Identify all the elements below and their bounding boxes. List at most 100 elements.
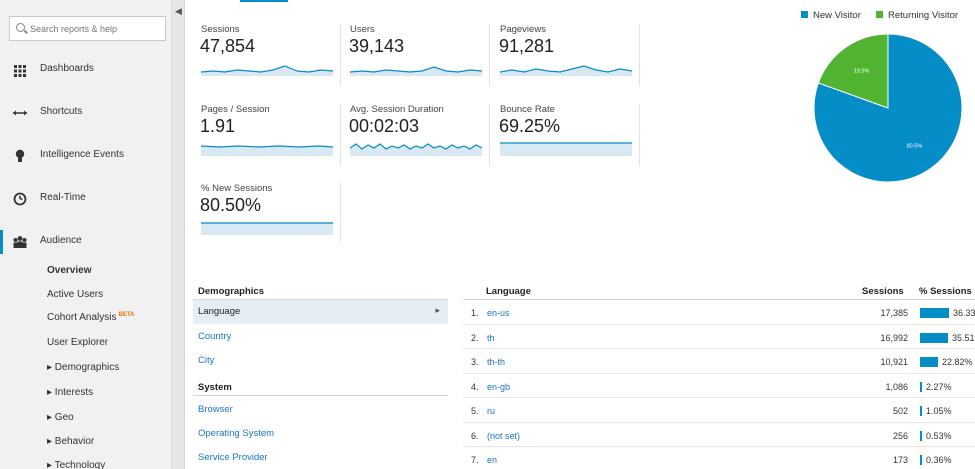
- sidebar-item-intelligence-events[interactable]: Intelligence Events: [0, 143, 172, 169]
- language-column-header[interactable]: Language: [486, 286, 531, 297]
- row-index: 5.: [471, 406, 479, 416]
- sidebar-sub-geo[interactable]: ▸ Geo: [47, 412, 74, 423]
- sidebar-item-audience[interactable]: Audience: [0, 229, 172, 255]
- language-link[interactable]: en: [487, 455, 498, 465]
- sidebar-item-shortcuts[interactable]: Shortcuts: [0, 100, 172, 126]
- language-link[interactable]: ru: [487, 406, 496, 416]
- sidebar-sub-cohort-analysis[interactable]: Cohort Analysis BETA: [47, 312, 134, 323]
- metric-label: Pageviews: [500, 24, 546, 35]
- row-index: 6.: [471, 430, 479, 441]
- metric-label: Avg. Session Duration: [350, 104, 444, 115]
- row-label: City: [198, 355, 215, 366]
- table-row[interactable]: 4. en-gb 1,086 2.27%: [463, 374, 975, 398]
- arrows-icon: [13, 110, 27, 116]
- system-browser[interactable]: Browser: [193, 398, 448, 422]
- legend-label: New Visitor: [813, 10, 861, 21]
- row-label: Language: [198, 306, 241, 317]
- metric-avg-session-duration[interactable]: Avg. Session Duration 00:02:03: [348, 104, 490, 166]
- pct-bar: [920, 357, 938, 367]
- legend-new-visitor: New Visitor: [801, 10, 861, 21]
- metric-value: 1.91: [200, 116, 236, 136]
- row-index: 1.: [471, 308, 479, 318]
- sessions-value: 1,086: [885, 381, 908, 392]
- pct-value: 36.33%: [953, 308, 975, 318]
- sparkline: [349, 66, 483, 76]
- tab-underline: [240, 0, 288, 2]
- sidebar-item-dashboards[interactable]: Dashboards: [0, 57, 172, 83]
- pct-value: 35.51%: [952, 332, 975, 343]
- sidebar-item-label: Audience: [40, 235, 82, 246]
- pct-bar: [920, 406, 922, 416]
- metric-bounce-rate[interactable]: Bounce Rate 69.25%: [498, 104, 640, 166]
- metric-label: Sessions: [201, 24, 240, 35]
- sidebar-item-label: Intelligence Events: [40, 149, 124, 160]
- demographics-city[interactable]: City: [193, 349, 448, 373]
- legend-swatch: [876, 10, 883, 18]
- system-header: System: [198, 382, 232, 393]
- metric-users[interactable]: Users 39,143: [348, 24, 490, 86]
- row-index: 7.: [471, 455, 479, 465]
- language-link[interactable]: (not set): [487, 430, 521, 441]
- language-link[interactable]: en-us: [487, 308, 510, 318]
- metric-new-sessions[interactable]: % New Sessions 80.50%: [199, 183, 341, 243]
- pct-bar: [920, 381, 922, 392]
- sidebar-item-real-time[interactable]: Real-Time: [0, 186, 172, 212]
- sparkline: [500, 142, 632, 156]
- system-service-provider[interactable]: Service Provider: [193, 446, 448, 469]
- divider: [463, 299, 975, 300]
- row-index: 2.: [471, 332, 479, 343]
- table-row[interactable]: 7. en 173 0.36%: [463, 447, 975, 469]
- search-input[interactable]: [30, 21, 160, 37]
- sidebar-sub-user-explorer[interactable]: User Explorer: [47, 337, 109, 348]
- search-box[interactable]: [9, 16, 166, 41]
- clock-icon: [13, 192, 27, 206]
- metric-value: 00:02:03: [349, 116, 420, 136]
- metric-label: Pages / Session: [201, 104, 270, 115]
- pct-sessions-column-header[interactable]: % Sessions: [919, 286, 972, 297]
- table-row[interactable]: 6. (not set) 256 0.53%: [463, 423, 975, 447]
- metric-value: 47,854: [200, 36, 256, 56]
- sessions-value: 10,921: [880, 357, 908, 367]
- sidebar-sub-interests[interactable]: ▸ Interests: [47, 387, 94, 398]
- demographics-country[interactable]: Country: [193, 325, 448, 349]
- sessions-value: 173: [892, 455, 908, 465]
- language-link[interactable]: th-th: [487, 357, 506, 367]
- table-row[interactable]: 3. th-th 10,921 22.82%: [463, 349, 975, 374]
- table-row[interactable]: 2. th 16,992 35.51%: [463, 325, 975, 349]
- sidebar-sub-behavior[interactable]: ▸ Behavior: [47, 436, 95, 447]
- table-row[interactable]: 5. ru 502 1.05%: [463, 398, 975, 423]
- pct-bar: [920, 455, 922, 465]
- sparkline: [200, 65, 334, 76]
- chevron-right-icon: ▸: [435, 305, 440, 315]
- sidebar-item-label: Real-Time: [40, 192, 86, 203]
- system-operating-system[interactable]: Operating System: [193, 422, 448, 446]
- sidebar-collapse-toggle[interactable]: ◀: [172, 0, 185, 469]
- table-row[interactable]: 1. en-us 17,385 36.33%: [463, 300, 975, 325]
- pie-slice-label: 80.5%: [907, 144, 923, 150]
- grid-icon: [14, 65, 26, 77]
- sidebar-sub-technology[interactable]: ▸ Technology: [47, 460, 106, 469]
- sidebar-sub-demographics[interactable]: ▸ Demographics: [47, 362, 120, 373]
- legend-swatch: [801, 10, 808, 18]
- row-label: Operating System: [198, 428, 275, 439]
- language-link[interactable]: th: [487, 332, 495, 343]
- sessions-value: 256: [892, 430, 908, 441]
- pie-slice-label: 19.5%: [854, 68, 870, 74]
- metric-value: 80.50%: [200, 195, 262, 215]
- demographics-language[interactable]: Language ▸: [193, 300, 448, 324]
- pct-value: 0.53%: [926, 430, 952, 441]
- row-index: 4.: [471, 381, 479, 392]
- row-label: Browser: [198, 404, 233, 415]
- pct-bar: [920, 308, 949, 318]
- row-index: 3.: [471, 357, 479, 367]
- metric-pageviews[interactable]: Pageviews 91,281: [498, 24, 640, 86]
- sidebar-sub-overview[interactable]: Overview: [47, 265, 92, 276]
- pie-slice[interactable]: [817, 33, 889, 109]
- sidebar-sub-active-users[interactable]: Active Users: [47, 289, 104, 300]
- metric-sessions[interactable]: Sessions 47,854: [199, 24, 341, 86]
- metric-pages-per-session[interactable]: Pages / Session 1.91: [199, 104, 341, 166]
- sessions-column-header[interactable]: Sessions: [862, 286, 904, 297]
- divider: [193, 395, 448, 396]
- language-link[interactable]: en-gb: [487, 381, 511, 392]
